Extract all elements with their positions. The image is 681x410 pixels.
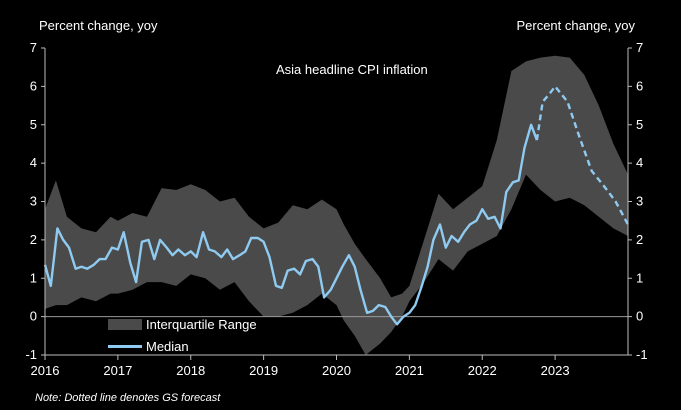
y-axis-label-right: Percent change, yoy [516,18,635,33]
x-tick-label: 2020 [322,363,351,378]
y-tick-label-right: 5 [636,117,643,132]
chart-note: Note: Dotted line denotes GS forecast [35,392,221,404]
legend-item-median: Median [108,338,189,354]
x-tick-label: 2019 [249,363,278,378]
iqr-band [45,55,628,355]
x-tick-label: 2016 [31,363,60,378]
x-tick-label: 2018 [176,363,205,378]
y-tick-label-left: 1 [30,270,37,285]
legend-label-median: Median [146,338,189,354]
y-tick-label-right: 0 [636,309,643,324]
median-line [43,123,539,326]
y-tick-label-right: 2 [636,232,643,247]
x-tick-label: 2023 [541,363,570,378]
legend-label-iqr: Interquartile Range [146,316,257,332]
y-tick-label-left: 3 [30,194,37,209]
y-tick-label-left: 2 [30,232,37,247]
median-forecast-line [535,84,630,226]
y-tick-label-left: 0 [30,309,37,324]
y-tick-label-right: 4 [636,155,643,170]
y-tick-label-left: -1 [25,347,37,362]
x-tick-label: 2017 [103,363,132,378]
y-tick-label-left: 7 [30,40,37,55]
y-axis-label-left: Percent change, yoy [39,18,158,33]
legend-swatch-iqr [108,318,142,330]
y-tick-label-right: 1 [636,270,643,285]
y-tick-label-left: 5 [30,117,37,132]
y-tick-label-right: 7 [636,40,643,55]
chart-title: Asia headline CPI inflation [276,62,428,77]
y-tick-label-right: 3 [636,194,643,209]
y-tick-label-right: -1 [636,347,648,362]
legend-line-median [108,344,142,348]
y-tick-label-left: 6 [30,78,37,93]
x-tick-label: 2022 [468,363,497,378]
x-tick-label: 2021 [395,363,424,378]
y-tick-label-right: 6 [636,78,643,93]
y-tick-label-left: 4 [30,155,37,170]
legend-item-iqr: Interquartile Range [108,316,257,332]
